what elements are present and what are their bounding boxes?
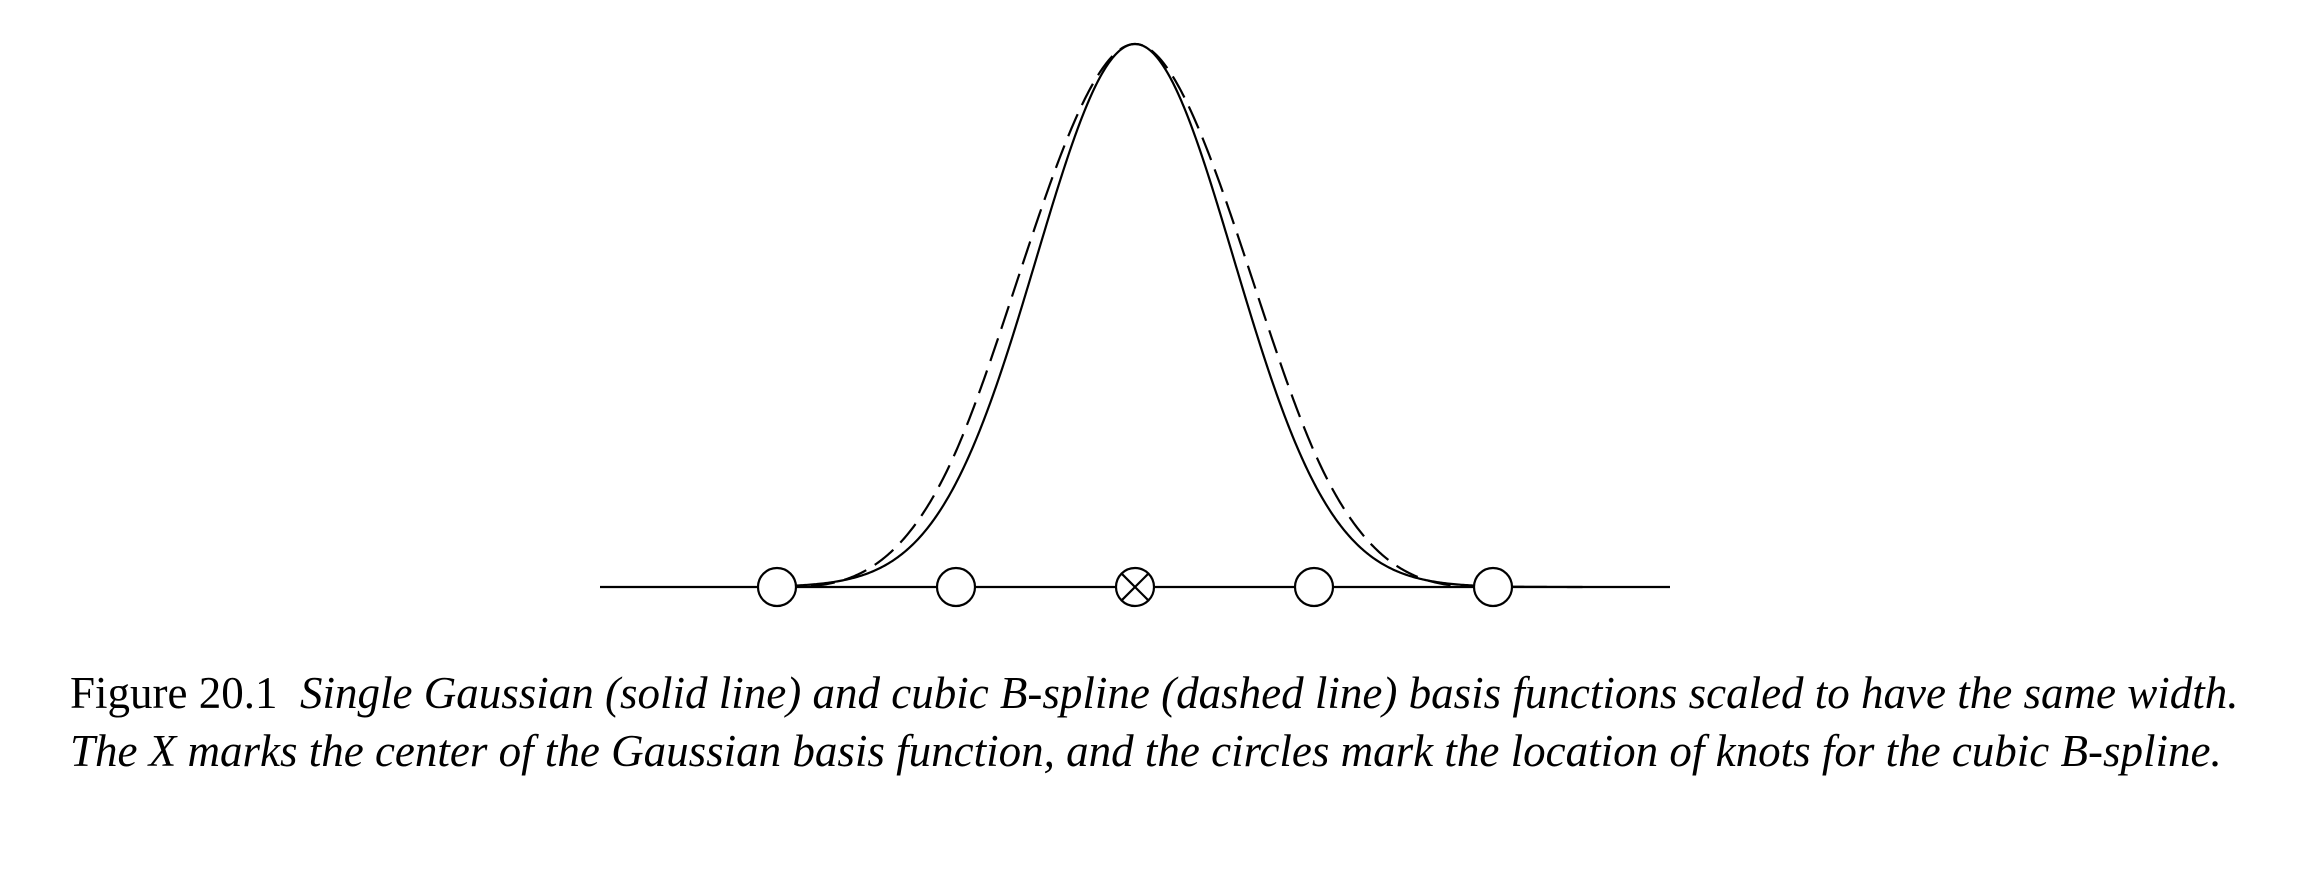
- gaussian-curve: [776, 42, 1583, 589]
- knot-marker: [935, 566, 977, 608]
- knot-marker: [1472, 566, 1514, 608]
- figure-plot: [600, 42, 1670, 608]
- figure-caption: Figure 20.1 Single Gaussian (solid line)…: [70, 664, 2260, 780]
- center-x-mark: [1120, 572, 1150, 602]
- figure-label: Figure 20.1: [70, 668, 278, 718]
- caption-text: Single Gaussian (solid line) and cubic B…: [70, 668, 2239, 776]
- bspline-curve: [777, 42, 1493, 589]
- knot-marker: [756, 566, 798, 608]
- knot-marker: [1293, 566, 1335, 608]
